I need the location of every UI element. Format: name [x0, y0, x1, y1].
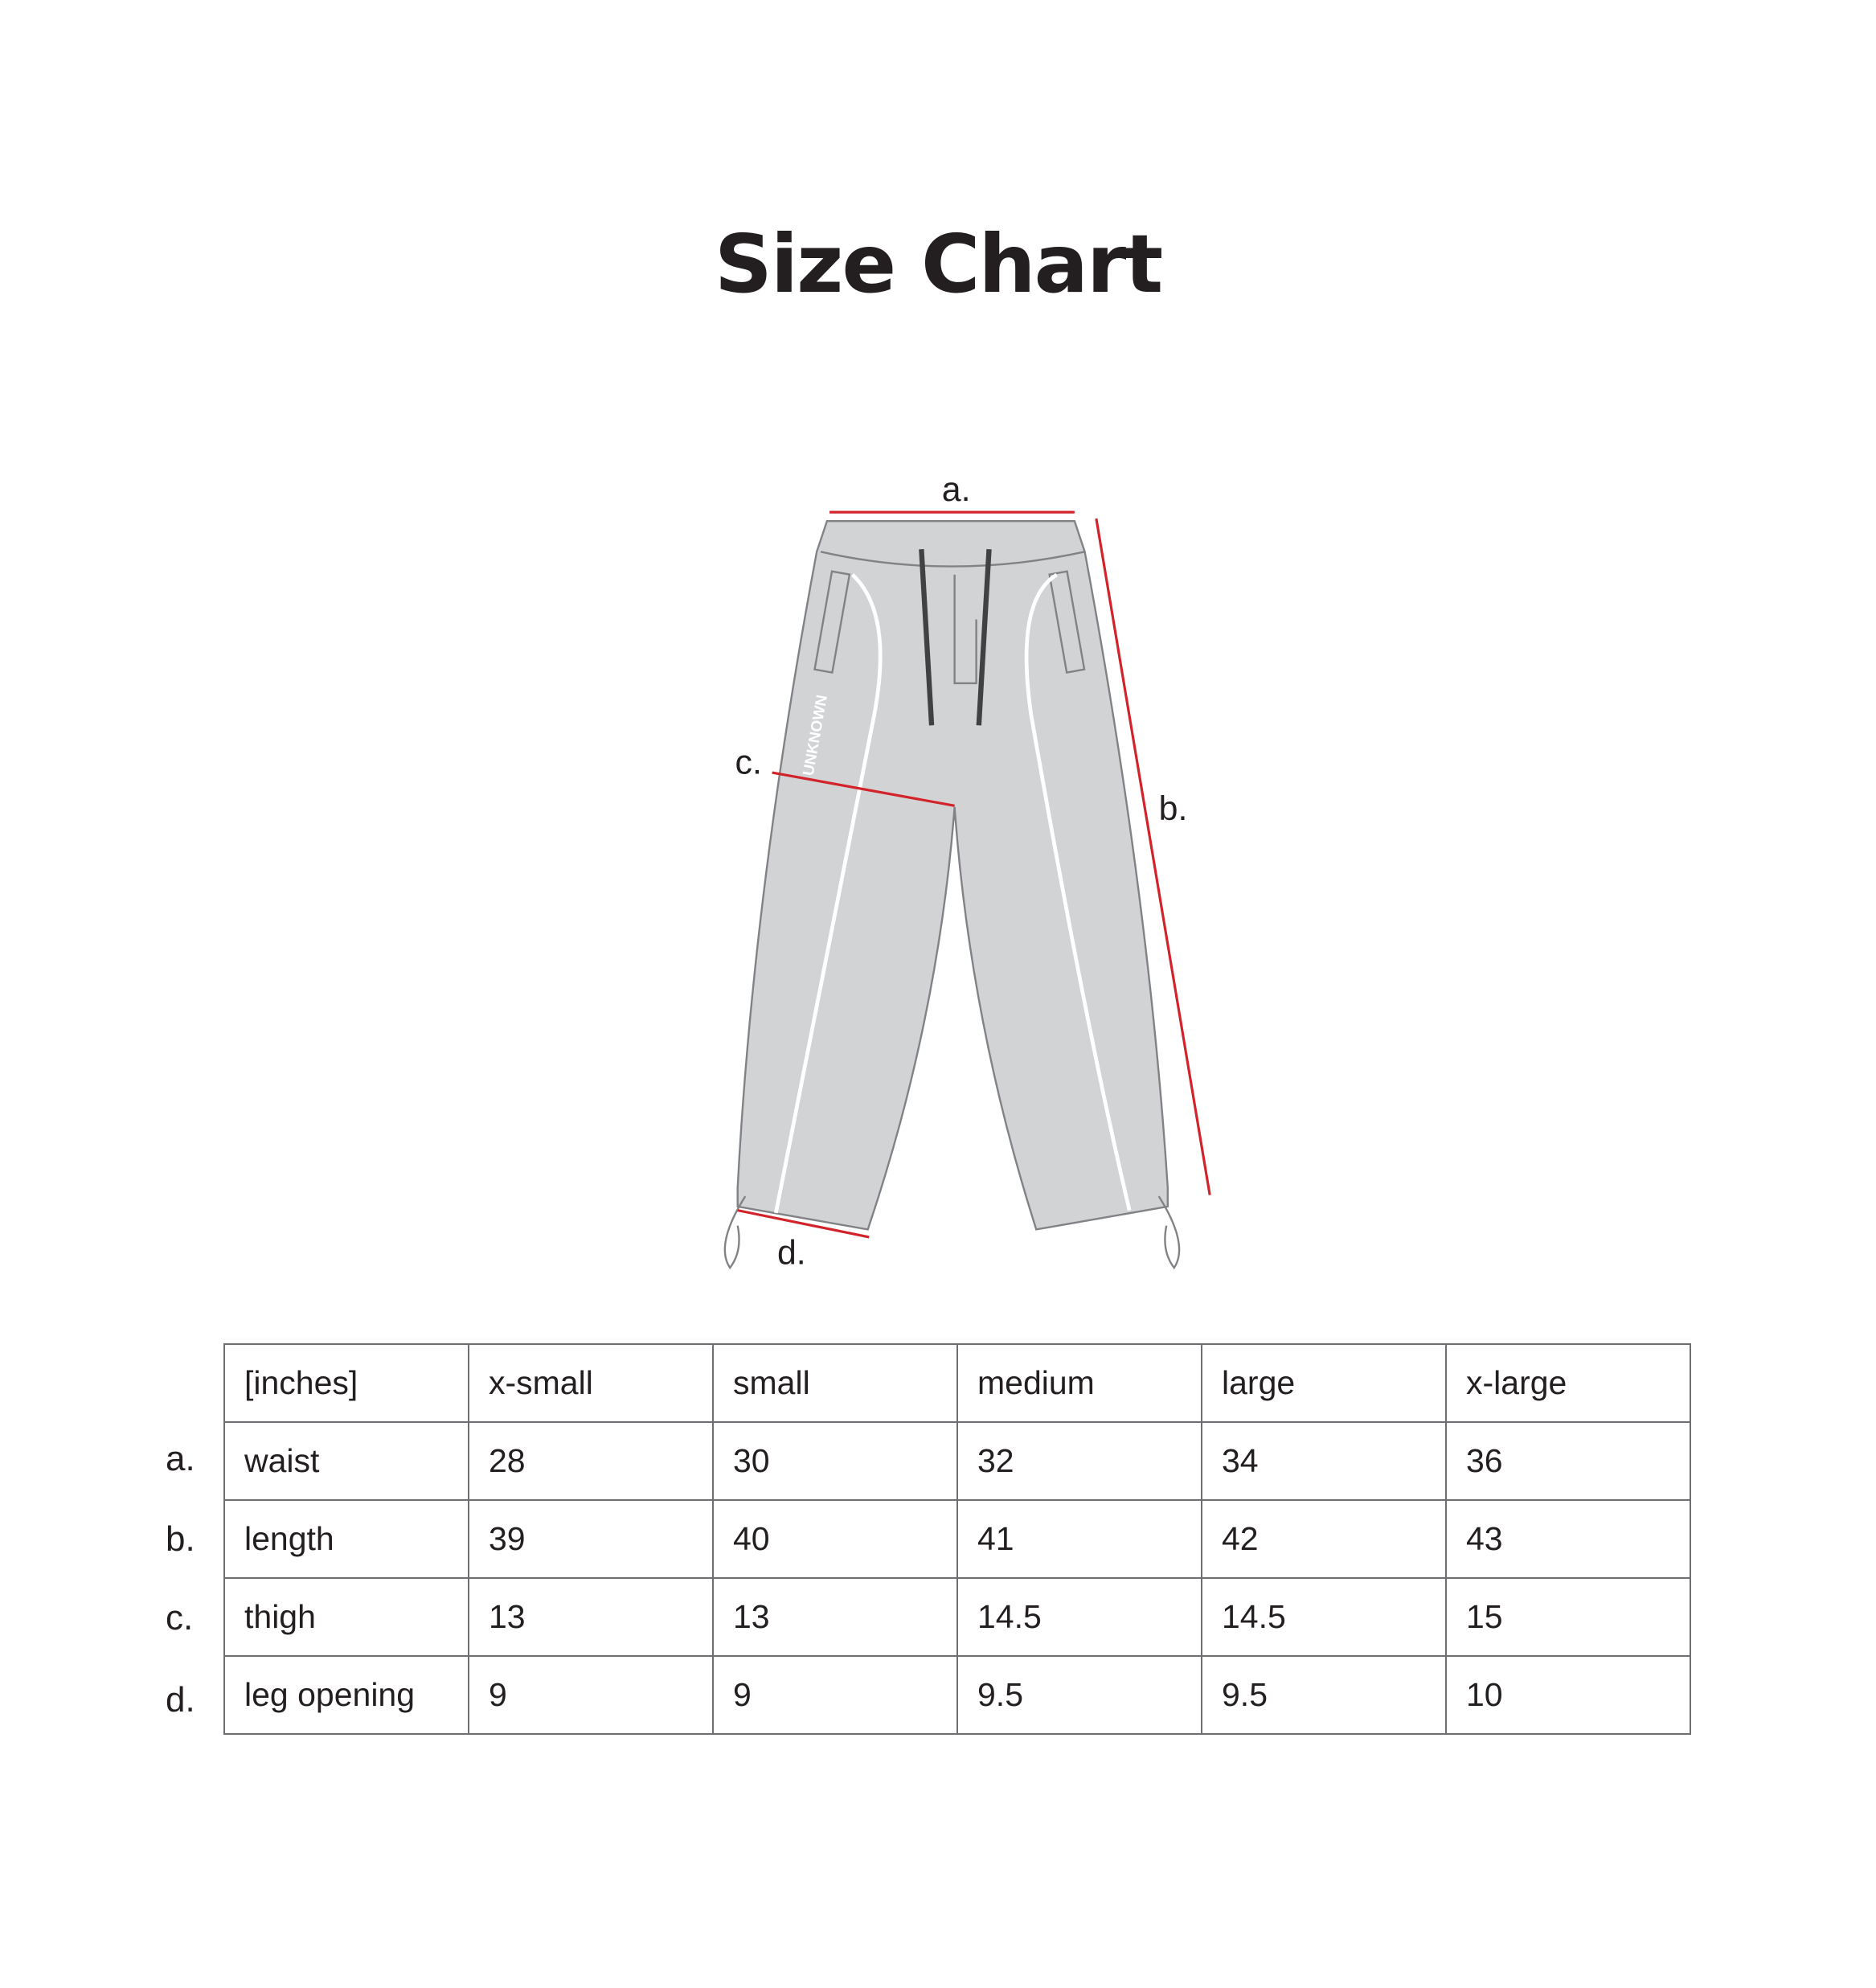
size-table: [inches] x-small small medium large x-la…	[223, 1343, 1691, 1735]
table-cell: waist	[223, 1421, 469, 1501]
page-title: Size Chart	[714, 217, 1163, 311]
table-cell: 14.5	[956, 1577, 1202, 1657]
table-cell: 13	[468, 1577, 714, 1657]
label-d: d.	[777, 1233, 806, 1272]
table-cell: thigh	[223, 1577, 469, 1657]
left-piping	[774, 573, 883, 1214]
header-cell: x-small	[468, 1343, 714, 1423]
fly	[953, 574, 977, 685]
table-cell: 36	[1445, 1421, 1691, 1501]
table-cell: 9.5	[1201, 1655, 1447, 1735]
header-cell: small	[712, 1343, 958, 1423]
left-toggle	[723, 1195, 747, 1270]
label-b: b.	[1159, 789, 1188, 828]
label-a: a.	[942, 470, 971, 509]
row-marker-a: a.	[166, 1439, 195, 1478]
table-row: length 39 40 41 42 43	[223, 1499, 1691, 1579]
table-cell: 14.5	[1201, 1577, 1447, 1657]
table-cell: 43	[1445, 1499, 1691, 1579]
table-cell: 28	[468, 1421, 714, 1501]
header-row: [inches] x-small small medium large x-la…	[223, 1343, 1691, 1423]
table-cell: length	[223, 1499, 469, 1579]
leg-opening-line	[737, 1209, 870, 1239]
table-cell: 42	[1201, 1499, 1447, 1579]
header-cell: x-large	[1445, 1343, 1691, 1423]
table-cell: 40	[712, 1499, 958, 1579]
header-cell: large	[1201, 1343, 1447, 1423]
right-drawstring	[976, 548, 992, 726]
table-cell: 13	[712, 1577, 958, 1657]
right-toggle	[1157, 1195, 1181, 1270]
header-cell: medium	[956, 1343, 1202, 1423]
table-cell: 41	[956, 1499, 1202, 1579]
right-piping	[1024, 572, 1132, 1211]
row-marker-d: d.	[166, 1680, 195, 1720]
measurement-lines	[737, 510, 1211, 1239]
header-cell: [inches]	[223, 1343, 469, 1423]
table-row: leg opening 9 9 9.5 9.5 10	[223, 1655, 1691, 1735]
table-cell: 10	[1445, 1655, 1691, 1735]
waistband	[820, 551, 1085, 568]
table-cell: 9.5	[956, 1655, 1202, 1735]
pants-body	[736, 520, 1169, 1231]
row-marker-b: b.	[166, 1519, 195, 1559]
length-line	[1095, 518, 1211, 1195]
table-cell: 32	[956, 1421, 1202, 1501]
left-pocket	[813, 570, 851, 674]
table-cell: 9	[468, 1655, 714, 1735]
table-cell: 9	[712, 1655, 958, 1735]
table-cell: 30	[712, 1421, 958, 1501]
pants-illustration	[723, 520, 1181, 1270]
row-marker-c: c.	[166, 1598, 194, 1638]
left-drawstring	[919, 548, 935, 726]
label-c: c.	[735, 744, 762, 782]
table-row: thigh 13 13 14.5 14.5 15	[223, 1577, 1691, 1657]
thigh-line	[772, 771, 955, 807]
table-cell: 15	[1445, 1577, 1691, 1657]
table-cell: 34	[1201, 1421, 1447, 1501]
right-pocket	[1048, 570, 1086, 674]
table-cell: leg opening	[223, 1655, 469, 1735]
table-row: waist 28 30 32 34 36	[223, 1421, 1691, 1501]
table-cell: 39	[468, 1499, 714, 1579]
